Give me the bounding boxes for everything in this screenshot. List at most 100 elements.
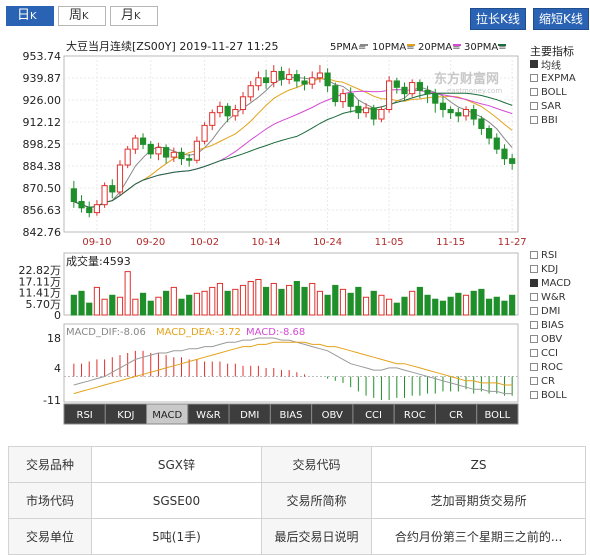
date-tick-label: 11-05 (375, 237, 404, 248)
indicator-label: CCI (541, 347, 558, 359)
volume-title: 成交量:4593 (66, 254, 131, 268)
candle-body (370, 107, 377, 120)
candle-body (155, 147, 162, 155)
candle-body (478, 118, 485, 130)
volume-bar (224, 290, 231, 316)
volume-bar (455, 292, 462, 316)
candle-body (409, 82, 416, 95)
sub-indicator-macd[interactable]: MACD (530, 276, 571, 290)
tab-week[interactable]: 周K (58, 6, 106, 26)
stretch-kline-button[interactable]: 拉长K线 (470, 8, 526, 30)
volume-bar (485, 298, 493, 316)
main-indicator-sar[interactable]: SAR (530, 99, 576, 113)
sub-indicator-boll[interactable]: BOLL (530, 388, 571, 402)
candle-body (209, 112, 216, 126)
bottom-tab-label: MACD (152, 410, 182, 421)
indicator-checkbox[interactable] (530, 116, 538, 124)
macd-dif-label: MACD_DIF:-8.06 (66, 327, 146, 338)
candle-body (462, 109, 470, 117)
main-indicator-bbi[interactable]: BBI (530, 113, 576, 127)
candle-body (186, 158, 193, 161)
info-value: ZS (371, 446, 586, 483)
ma20-legend: 20PMA= (418, 42, 461, 53)
date-tick-label: 11-15 (436, 237, 465, 248)
volume-bar (509, 294, 516, 316)
indicator-checkbox[interactable] (530, 335, 538, 343)
volume-bar (109, 294, 116, 316)
sub-indicator-cr[interactable]: CR (530, 374, 571, 388)
info-row: 市场代码 SGSE00 交易所简称 芝加哥期货交易所 (7, 482, 586, 519)
volume-bar (439, 300, 447, 316)
indicator-checkbox[interactable] (530, 307, 538, 315)
sub-indicator-list: RSI KDJ MACD W&R DMI BIAS OBV CCI ROC CR BOLL (530, 248, 571, 402)
main-indicator-expma[interactable]: EXPMA (530, 71, 576, 85)
indicator-label: KDJ (541, 263, 559, 275)
bottom-tab-label: ROC (404, 410, 426, 421)
main-indicator-均线[interactable]: 均线 (530, 57, 576, 72)
ma10-legend: 10PMA= (372, 42, 415, 53)
candle-body (93, 204, 101, 214)
indicator-checkbox[interactable] (530, 60, 538, 68)
candle-body (416, 82, 423, 91)
sub-indicator-obv[interactable]: OBV (530, 332, 571, 346)
indicator-checkbox[interactable] (530, 293, 538, 301)
date-tick-label: 11-27 (498, 237, 527, 248)
volume-bar (132, 298, 139, 316)
sub-indicator-rsi[interactable]: RSI (530, 248, 571, 262)
indicator-checkbox[interactable] (530, 265, 538, 273)
sub-indicator-kdj[interactable]: KDJ (530, 262, 571, 276)
indicator-checkbox[interactable] (530, 102, 538, 110)
macd-dea-line (73, 341, 513, 395)
indicator-checkbox[interactable] (530, 88, 538, 96)
volume-bar (170, 286, 177, 316)
indicator-checkbox[interactable] (530, 279, 538, 287)
volume-bar (78, 290, 85, 316)
tab-month[interactable]: 月K (110, 6, 158, 26)
volume-bar (447, 296, 454, 316)
main-indicator-boll[interactable]: BOLL (530, 85, 576, 99)
volume-bar (270, 282, 277, 316)
indicator-label: EXPMA (541, 72, 576, 84)
candle-body (278, 70, 285, 80)
sub-indicator-cci[interactable]: CCI (530, 346, 571, 360)
candle-body (239, 96, 247, 111)
info-label: 交易所简称 (260, 482, 373, 519)
indicator-checkbox[interactable] (530, 363, 538, 371)
indicator-checkbox[interactable] (530, 74, 538, 82)
sub-indicator-bias[interactable]: BIAS (530, 318, 571, 332)
tab-week-suffix: K (82, 11, 89, 22)
volume-bar (255, 279, 262, 316)
kline-chart[interactable]: 953.74 939.87 926.00 912.12 898.25 884.38 870.… (0, 30, 590, 430)
volume-bar (286, 284, 293, 316)
sub-indicator-roc[interactable]: ROC (530, 360, 571, 374)
volume-bar (432, 298, 439, 316)
tab-day[interactable]: 日K (6, 6, 54, 26)
indicator-checkbox[interactable] (530, 377, 538, 385)
volume-bar (216, 282, 224, 316)
candle-body (355, 105, 362, 114)
volume-tick-label: 22.82万 (19, 264, 62, 277)
indicator-checkbox[interactable] (530, 321, 538, 329)
volume-tick-label: 5.70万 (26, 298, 62, 311)
indicator-checkbox[interactable] (530, 251, 538, 259)
info-label: 市场代码 (7, 482, 93, 519)
candle-body (455, 112, 462, 117)
candle-body (132, 137, 139, 150)
volume-bar (462, 294, 470, 316)
volume-bar (70, 294, 77, 316)
ma5-swatch (360, 44, 368, 46)
volume-bar (247, 280, 254, 316)
indicator-checkbox[interactable] (530, 391, 538, 399)
watermark: 东方财富网 (434, 71, 499, 87)
shrink-kline-button[interactable]: 缩短K线 (533, 8, 589, 30)
volume-bar (201, 290, 208, 316)
sub-indicator-dmi[interactable]: DMI (530, 304, 571, 318)
price-tick-label: 939.87 (23, 72, 62, 85)
candle-body (193, 140, 200, 161)
candle-body (293, 74, 300, 82)
bottom-tab-boll[interactable] (476, 403, 519, 425)
candle-body (339, 93, 347, 103)
sub-indicator-wr[interactable]: W&R (530, 290, 571, 304)
tab-month-suffix: K (134, 11, 141, 22)
indicator-checkbox[interactable] (530, 349, 538, 357)
